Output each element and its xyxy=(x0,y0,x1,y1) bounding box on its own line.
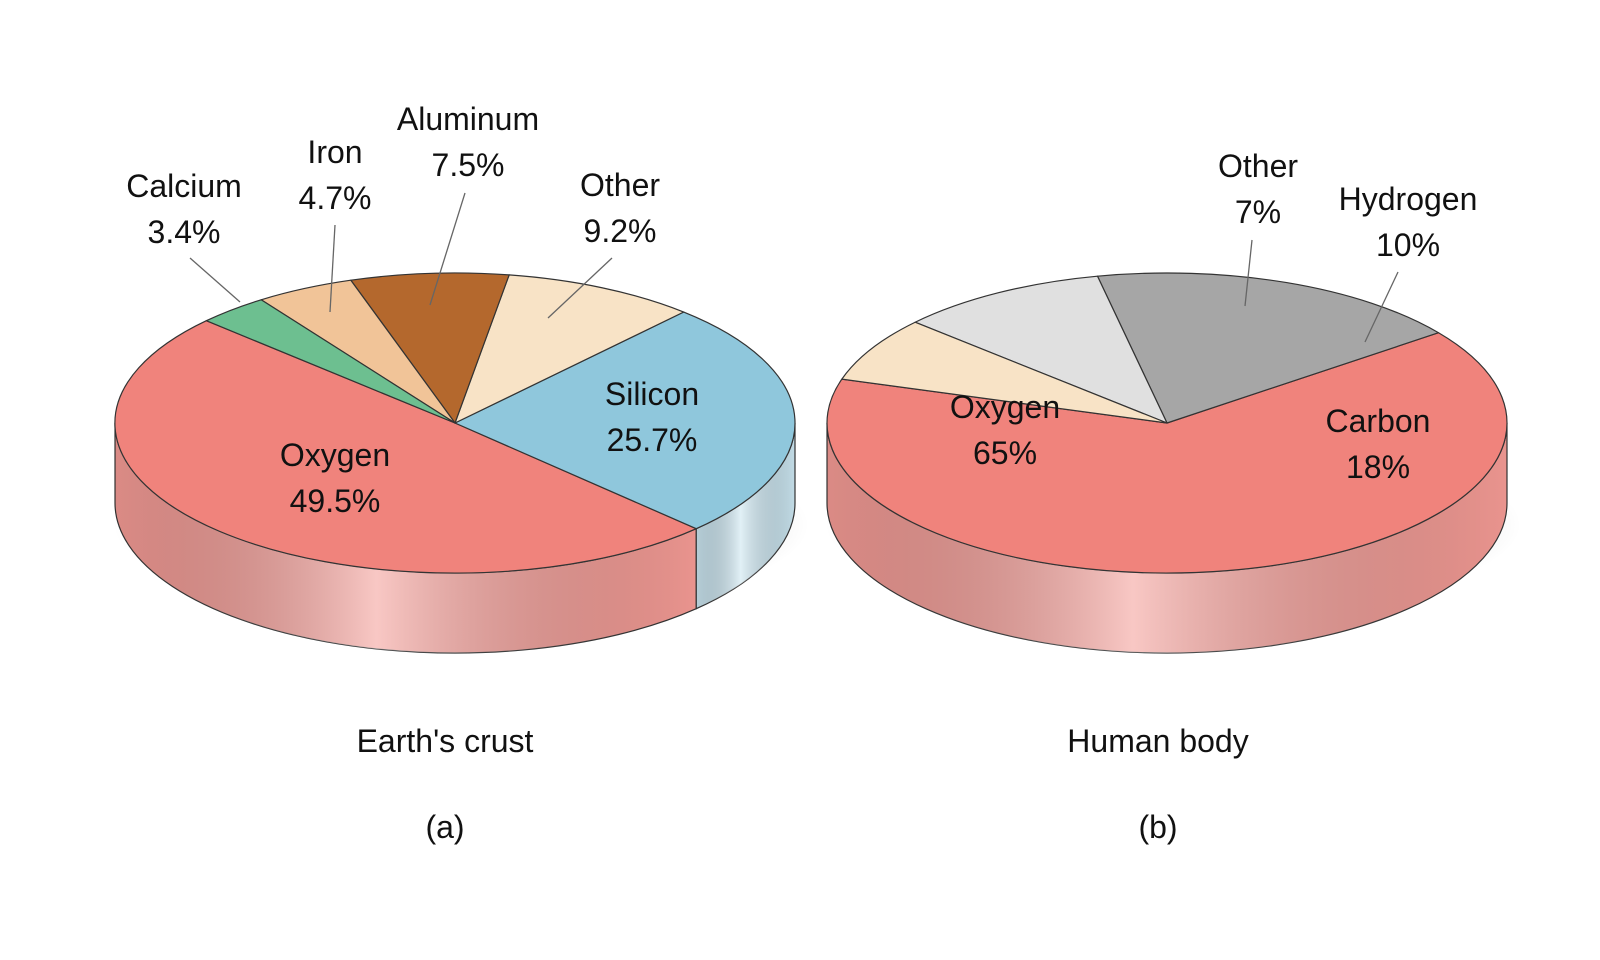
chart-earths-crust: Oxygen 49.5% Silicon 25.7% Other 9.2% Al… xyxy=(113,101,809,845)
slice-label-aluminum-a: Aluminum 7.5% xyxy=(397,101,539,183)
pie-slice-silicon xyxy=(454,311,796,530)
slice-value-text: 65% xyxy=(973,435,1037,471)
pie-slice-oxygen xyxy=(114,320,697,574)
panel-label: (a) xyxy=(425,809,464,845)
chart-caption: Human body xyxy=(1067,723,1248,759)
leader-line-aluminum-a xyxy=(429,192,466,306)
slice-label-oxygen-b: Oxygen 65% xyxy=(950,389,1060,471)
slice-label-text: Other xyxy=(580,167,660,203)
slice-value-text: 25.7% xyxy=(607,422,698,458)
slice-label-silicon-a: Silicon 25.7% xyxy=(605,376,699,458)
pie-marks-a xyxy=(113,272,809,654)
slice-value-text: 49.5% xyxy=(290,483,381,519)
slice-label-text: Silicon xyxy=(605,376,699,412)
slice-label-text: Oxygen xyxy=(280,437,390,473)
slice-label-text: Hydrogen xyxy=(1339,181,1478,217)
leader-line-calcium-a xyxy=(189,257,241,303)
slice-value-text: 10% xyxy=(1376,227,1440,263)
slice-label-other-b: Other 7% xyxy=(1218,148,1298,230)
pie-slice-aluminum xyxy=(350,272,510,424)
pie-slice-oxygen xyxy=(826,332,1508,574)
pie-slice-carbon xyxy=(1096,272,1440,424)
leader-line-iron-a xyxy=(329,224,336,313)
slice-label-text: Other xyxy=(1218,148,1298,184)
slice-label-text: Calcium xyxy=(126,168,242,204)
slice-label-other-a: Other 9.2% xyxy=(580,167,660,249)
slice-label-text: Oxygen xyxy=(950,389,1060,425)
pie-side-shade xyxy=(696,423,795,609)
pie-slice-calcium xyxy=(205,299,456,424)
slice-label-iron-a: Iron 4.7% xyxy=(299,134,372,216)
slice-value-text: 4.7% xyxy=(299,180,372,216)
leader-line-hydrogen-b xyxy=(1364,271,1399,343)
slice-label-calcium-a: Calcium 3.4% xyxy=(126,168,242,250)
pie-side-shade xyxy=(114,423,697,654)
panel-label: (b) xyxy=(1138,809,1177,845)
slice-value-text: 7% xyxy=(1235,194,1281,230)
chart-human-body: Oxygen 65% Carbon 18% Hydrogen 10% Other… xyxy=(825,148,1521,845)
leader-line-other-b xyxy=(1244,239,1253,307)
slice-label-oxygen-a: Oxygen 49.5% xyxy=(280,437,390,519)
pie-slice-other xyxy=(454,274,685,424)
pie-slice-hydrogen xyxy=(914,275,1168,424)
slice-value-text: 18% xyxy=(1346,449,1410,485)
slice-label-hydrogen-b: Hydrogen 10% xyxy=(1339,181,1478,263)
slice-label-text: Carbon xyxy=(1326,403,1431,439)
leader-line-other-a xyxy=(547,257,613,319)
pie-marks-b xyxy=(825,272,1521,654)
slice-value-text: 7.5% xyxy=(432,147,505,183)
slice-label-text: Iron xyxy=(307,134,362,170)
slice-label-text: Aluminum xyxy=(397,101,539,137)
slice-value-text: 9.2% xyxy=(584,213,657,249)
slice-value-text: 3.4% xyxy=(148,214,221,250)
pie-slice-other xyxy=(841,321,1168,424)
chart-caption: Earth's crust xyxy=(357,723,534,759)
slice-label-carbon-b: Carbon 18% xyxy=(1326,403,1431,485)
pie-side-shade xyxy=(827,423,1507,653)
